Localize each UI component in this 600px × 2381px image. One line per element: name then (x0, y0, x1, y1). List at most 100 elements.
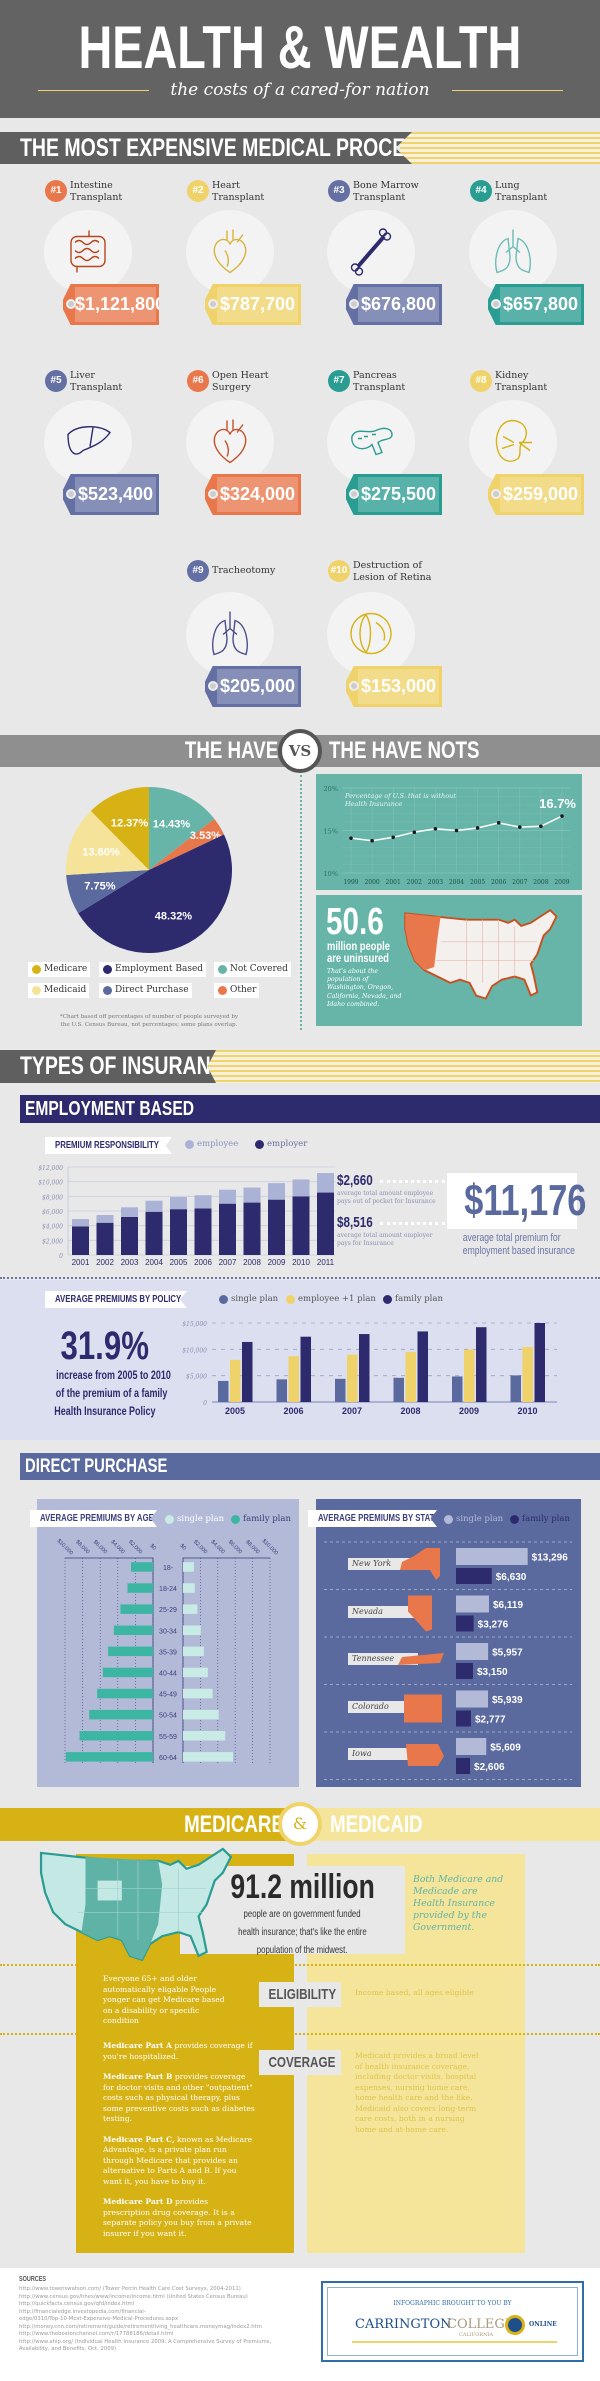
lungs-icon (212, 611, 248, 656)
rank-badge: #3 (328, 180, 350, 202)
legend-dot (185, 1140, 194, 1149)
logo-subtext: CALIFORNIA (459, 2332, 494, 2338)
part-text: provides prescription drug coverage. It … (103, 2197, 252, 2238)
direct-banner: DIRECT PURCHASE (20, 1453, 600, 1480)
x-tick-label: 2006 (194, 1258, 212, 1267)
heart-icon (213, 229, 247, 274)
eligibility-label: ELIGIBILITY (259, 1982, 341, 2007)
medicare-banner (0, 1808, 300, 1841)
medicaid-banner (300, 1808, 600, 1841)
legend-label: family plan (243, 1514, 291, 1524)
rank-badge: #9 (187, 560, 209, 582)
source-item: http://www.thebostonchannel.com/r/177881… (19, 2331, 174, 2337)
procedure-name-line: Destruction of (353, 560, 422, 571)
source-item: http://money.cnn.com/retirement/guide/re… (19, 2323, 262, 2330)
legend-item: employee +1 plan (286, 1294, 376, 1305)
price-tag: $657,800 (488, 284, 584, 325)
y-tick-label: $10,000 (38, 1180, 63, 1187)
types-title: TYPES OF INSURANCE (20, 1052, 238, 1080)
part-text: provides coverage for doctor visits and … (103, 2072, 255, 2123)
sources-title: SOURCES (19, 2276, 54, 2283)
bar-employer (96, 1222, 114, 1255)
coverage-pie-chart: 14.43%3.53% 48.32% 7.75% 13.60% 12.37% (66, 787, 232, 953)
procedure-card: #2 Heart Transplant $787,700 (186, 180, 316, 330)
state-name: Tennessee (348, 1653, 418, 1665)
legend-item: Employment Based (99, 962, 207, 977)
carrington-logo[interactable]: CARRINGTON COLLEGE CALIFORNIA ONLINE (355, 2313, 557, 2339)
state-title-text: AVERAGE PREMIUMS BY STATE (318, 1513, 440, 1524)
types-banner-stripes (205, 1050, 600, 1083)
price-tag: $275,500 (346, 474, 442, 515)
price-tag-hole (66, 489, 76, 499)
procedure-name-line: Transplant (495, 192, 548, 203)
procedure-name: Heart Transplant (212, 180, 264, 204)
x-tick-label: 2001 (72, 1258, 90, 1267)
x-tick-label: 2010 (292, 1258, 310, 1267)
price-tag-hole (349, 299, 359, 309)
procedure-name: Destruction of Lesion of Retina (353, 560, 431, 584)
callout-leader (380, 1222, 445, 1225)
legend-dot (218, 965, 227, 974)
x-tick-label: 2007 (219, 1258, 237, 1267)
pie-value-label: 12.37% (111, 817, 149, 829)
price-tag-hole (208, 489, 218, 499)
procedure-illustration (44, 400, 132, 484)
legend-item: family plan (383, 1294, 443, 1305)
pie-note-line: the U.S. Census Bureau, not percentages;… (60, 1022, 238, 1028)
procedure-illustration (469, 210, 557, 294)
procedure-name: Kidney Transplant (495, 370, 547, 394)
price-value: $676,800 (358, 287, 439, 322)
procedure-card: #9 Tracheotomy $205,000 (186, 560, 316, 710)
procedure-name-line: Liver (70, 370, 95, 381)
medicare-title-text: MEDICARE (184, 1811, 284, 1838)
source-item: http://www.towerswatson.com/ (Tower Perr… (19, 2286, 241, 2292)
price-tag-hole (66, 299, 76, 309)
legend-dot (32, 965, 41, 974)
logo-text: CARRINGTON (355, 2317, 452, 2332)
y-tick-label: 0 (59, 1253, 63, 1260)
vs-badge: VS (278, 729, 322, 773)
procedure-name: Open Heart Surgery (212, 370, 269, 394)
procedure-name-line: Surgery (212, 382, 251, 393)
sponsor-rule (352, 2341, 557, 2343)
procedure-name-line: Transplant (353, 382, 406, 393)
procedure-name-line: Open Heart (212, 370, 269, 381)
bar-employer (145, 1211, 163, 1255)
legend-dot (383, 1295, 392, 1304)
procedure-name-line: Transplant (70, 192, 123, 203)
procedures-banner: THE MOST EXPENSIVE MEDICAL PROCEDURES (0, 132, 412, 164)
procedure-name: Tracheotomy (212, 565, 275, 577)
legend-dot (32, 986, 41, 995)
title-text: HEALTH & WEALTH (78, 14, 522, 81)
y-tick-label: $8,000 (42, 1194, 63, 1201)
dotted-divider (0, 2033, 600, 2035)
employer-desc: pays for Insurance (337, 1240, 394, 1247)
price-value: $1,121,800 (75, 287, 159, 322)
pie-note-line: *Chart based off percentages of number o… (59, 1014, 239, 1020)
state-panel (316, 1499, 581, 1787)
rank-badge: #7 (328, 370, 350, 392)
bar-employee (243, 1187, 261, 1203)
price-tag: $676,800 (346, 284, 442, 325)
bar-employee (96, 1215, 114, 1223)
price-tag-hole (208, 299, 218, 309)
age-panel (37, 1499, 299, 1787)
procedure-name-line: Transplant (70, 382, 123, 393)
legend-dot (510, 1515, 519, 1524)
legend-employee: employee (185, 1139, 238, 1150)
legend-family: family plan (510, 1514, 570, 1525)
price-tag: $153,000 (346, 666, 442, 707)
source-item: http://www.ahip.org/ (Individual Health … (19, 2338, 272, 2345)
source-item: http://quickfacts.census.gov/qfd/index.h… (19, 2301, 135, 2307)
rank-badge: #6 (187, 370, 209, 392)
employee-value: $2,660 (337, 1172, 373, 1189)
dotted-divider (0, 1964, 600, 1966)
price-tag-hole (349, 489, 359, 499)
sources-title-text: SOURCES (19, 2276, 47, 2283)
bar-employee (72, 1219, 89, 1227)
legend-label: employee (197, 1139, 239, 1149)
page-title: HEALTH & WEALTH (0, 18, 600, 78)
price-value: $275,500 (358, 477, 439, 512)
total-premium-caption: average total premium for employment bas… (447, 1232, 577, 1258)
stat-value: 91.2 million (230, 1868, 375, 1906)
